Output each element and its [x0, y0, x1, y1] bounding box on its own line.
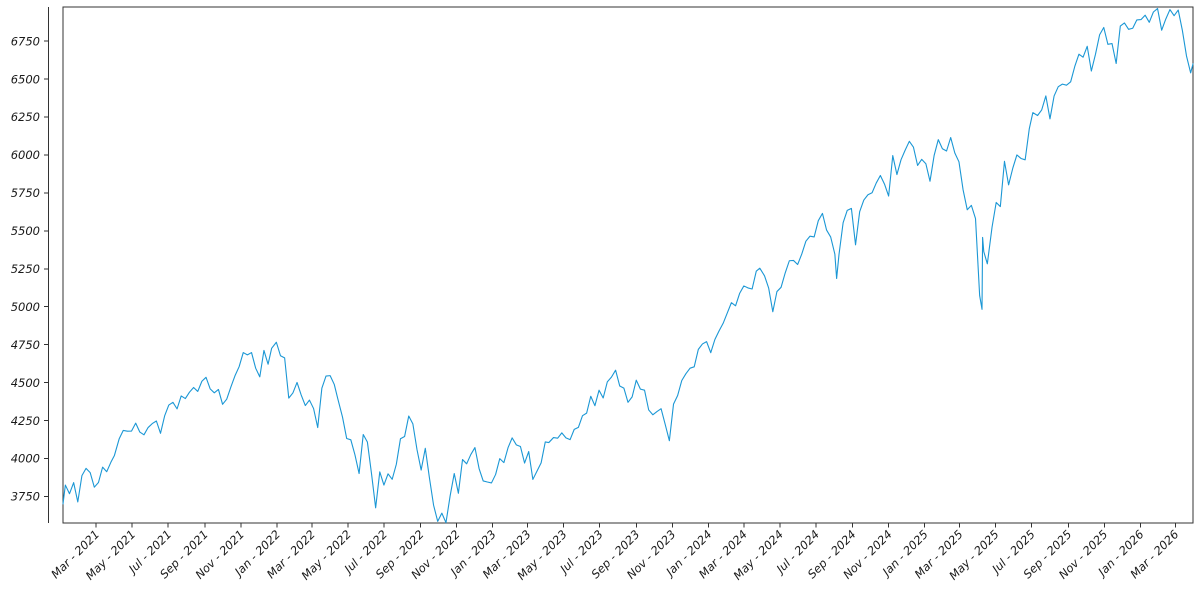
y-tick-label: 6250: [11, 110, 40, 124]
y-tick-label: 5750: [11, 186, 40, 200]
plot-area-border: [62, 6, 1194, 524]
y-tick-label: 6750: [11, 34, 40, 48]
y-tick-label: 4000: [11, 452, 40, 466]
y-tick-label: 3750: [11, 490, 40, 504]
price-line-series: [62, 7, 1194, 524]
y-tick-label: 4500: [11, 376, 40, 390]
y-tick-label: 5250: [11, 262, 40, 276]
y-tick-label: 4250: [11, 414, 40, 428]
y-tick-label: 6000: [11, 148, 40, 162]
y-tick-label: 5500: [11, 224, 40, 238]
y-axis: 3750 4000 4250 4500 4750 5000 5250 5500 5750 6000…: [11, 7, 49, 523]
y-tick-label: 6500: [11, 72, 40, 86]
y-tick-label: 4750: [11, 338, 40, 352]
y-tick-label: 5000: [11, 300, 40, 314]
